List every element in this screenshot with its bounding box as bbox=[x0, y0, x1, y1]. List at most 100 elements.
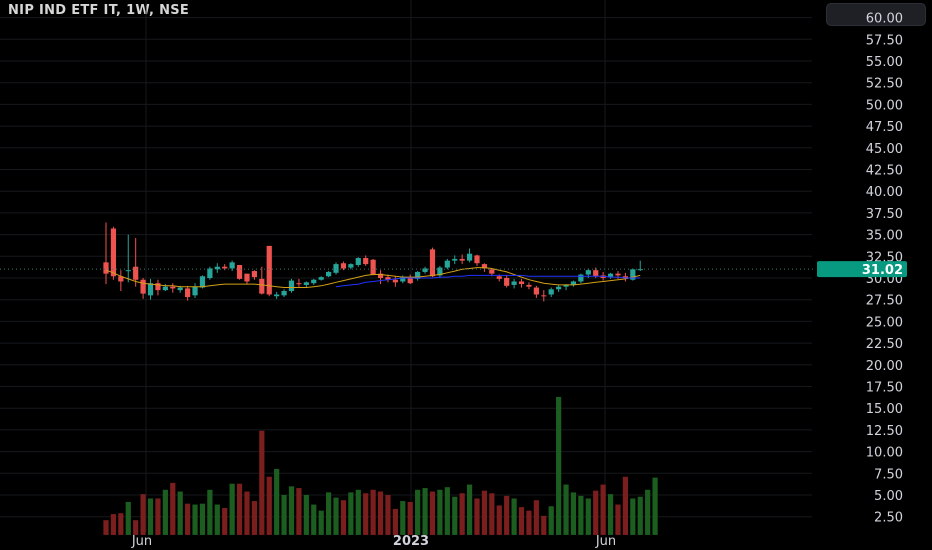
volume-bar bbox=[199, 503, 206, 535]
price-axis: 60.00 57.50 55.00 52.50 50.00 47.50 45.00 42.50… bbox=[866, 12, 903, 526]
candle-body bbox=[296, 283, 302, 285]
candle-body bbox=[615, 273, 621, 276]
price-tick-label: 52.50 bbox=[866, 77, 903, 92]
candle-body bbox=[548, 289, 554, 295]
candle-body bbox=[504, 278, 510, 286]
volume-bar bbox=[607, 494, 614, 535]
candle-body bbox=[429, 249, 436, 277]
candle-body bbox=[407, 278, 413, 284]
volume-bar bbox=[645, 489, 651, 535]
volume-bar bbox=[288, 486, 295, 535]
volume-bar bbox=[548, 506, 554, 535]
candle-body bbox=[578, 274, 584, 282]
time-tick-label: 2023 bbox=[393, 534, 429, 549]
candle-body bbox=[229, 262, 235, 269]
volume-bar bbox=[370, 489, 376, 535]
price-tick-label: 40.00 bbox=[866, 185, 903, 200]
price-tick-label: 7.50 bbox=[874, 467, 903, 482]
volume-bar bbox=[585, 498, 591, 535]
candle-body bbox=[622, 276, 628, 278]
price-tick-label: 12.50 bbox=[866, 424, 903, 439]
toolbar-button[interactable] bbox=[826, 3, 926, 26]
price-tick-label: 2.50 bbox=[874, 511, 903, 526]
candle-body bbox=[125, 270, 131, 272]
price-tick-label: 55.00 bbox=[866, 55, 903, 70]
volume-bar bbox=[155, 498, 161, 535]
volume-bar bbox=[496, 505, 502, 535]
volume-bar bbox=[422, 488, 428, 535]
volume-bar bbox=[526, 510, 532, 535]
volume-bar bbox=[444, 487, 450, 535]
volume-bar bbox=[377, 491, 384, 535]
volume-bar bbox=[541, 515, 547, 535]
volume-bar bbox=[385, 495, 391, 535]
volume-bar bbox=[593, 490, 599, 535]
candle-body bbox=[251, 271, 257, 278]
volume-bar bbox=[459, 493, 465, 535]
volume-bar bbox=[407, 501, 413, 535]
moving-averages bbox=[105, 267, 641, 288]
volume-bar bbox=[274, 468, 280, 535]
price-tick-label: 42.50 bbox=[866, 164, 903, 179]
volume-bar bbox=[125, 501, 131, 535]
volume-bar bbox=[185, 503, 191, 535]
candle-body bbox=[481, 264, 488, 269]
candle-body bbox=[170, 286, 176, 289]
time-tick-label: Jun bbox=[595, 534, 616, 549]
grid bbox=[0, 0, 812, 532]
candle-body bbox=[185, 288, 191, 298]
volume-bar bbox=[400, 501, 406, 535]
volume-bar bbox=[110, 514, 117, 535]
volume-bar bbox=[192, 504, 198, 535]
volume-bar bbox=[296, 488, 302, 535]
volume-bar bbox=[578, 495, 584, 535]
volume-bar bbox=[133, 520, 139, 535]
price-tick-label: 57.50 bbox=[866, 33, 903, 48]
volume-bar bbox=[652, 477, 658, 535]
candle-body bbox=[333, 264, 339, 273]
candle-body bbox=[489, 269, 495, 274]
volume-bar bbox=[244, 491, 250, 535]
volume-bar bbox=[437, 489, 443, 535]
volume-bar bbox=[303, 495, 309, 535]
candle-body bbox=[192, 286, 198, 296]
volume-bar bbox=[466, 484, 473, 535]
volume-bar bbox=[630, 498, 636, 535]
candle-body bbox=[348, 264, 354, 268]
candle-body bbox=[355, 258, 361, 265]
price-tick-label: 10.00 bbox=[866, 446, 903, 461]
candle-body bbox=[363, 258, 369, 265]
candle-body bbox=[400, 277, 406, 282]
volume-bar bbox=[326, 492, 332, 535]
candle-body bbox=[570, 281, 577, 285]
candle-body bbox=[526, 284, 532, 287]
volume-bar bbox=[214, 504, 220, 535]
last-price-tag: 31.02 bbox=[0, 261, 907, 278]
time-axis: Jun 2023 Jun bbox=[131, 534, 616, 549]
volume-bar bbox=[429, 491, 436, 535]
candle-body bbox=[459, 258, 465, 261]
price-tick-label: 27.50 bbox=[866, 294, 903, 309]
candle-body bbox=[541, 295, 547, 297]
candle-body bbox=[207, 268, 213, 278]
volume-bar bbox=[392, 508, 398, 535]
candle-body bbox=[385, 277, 391, 280]
volume-bar bbox=[556, 396, 562, 535]
volume-bar bbox=[162, 489, 168, 535]
volume-bar bbox=[489, 493, 495, 535]
volume-bars bbox=[103, 396, 658, 535]
candle-body bbox=[422, 268, 428, 272]
price-tick-label: 5.00 bbox=[874, 489, 903, 504]
volume-bar bbox=[311, 504, 317, 535]
volume-bar bbox=[570, 492, 577, 535]
candle-body bbox=[303, 282, 309, 285]
candle-body bbox=[444, 260, 450, 268]
candle-body bbox=[118, 276, 124, 282]
volume-bar bbox=[474, 498, 480, 535]
volume-bar bbox=[340, 500, 347, 535]
volume-bar bbox=[333, 497, 339, 535]
volume-bar bbox=[281, 495, 287, 535]
volume-bar bbox=[266, 476, 272, 535]
candle-body bbox=[437, 267, 443, 276]
